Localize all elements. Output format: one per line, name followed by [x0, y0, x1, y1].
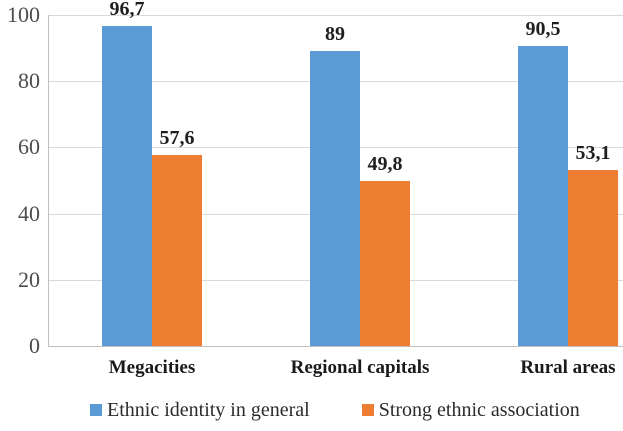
y-axis-tick-label: 40	[18, 201, 40, 226]
y-axis-tick-label: 0	[29, 333, 40, 358]
bar-value-label: 89	[325, 23, 345, 45]
gridline	[48, 15, 623, 16]
bar-strong-association	[360, 181, 410, 346]
bar-value-label: 49,8	[367, 153, 403, 175]
y-axis-tick-label: 80	[18, 68, 40, 93]
x-axis-category-label: Rural areas	[520, 357, 616, 378]
legend-item-ethnic-identity: Ethnic identity in general	[90, 398, 310, 422]
legend-swatch-icon	[90, 404, 102, 416]
x-axis-line	[48, 346, 623, 347]
y-axis-tick-label: 20	[18, 267, 40, 292]
bar-ethnic-identity	[310, 51, 360, 346]
legend-swatch-icon	[361, 404, 374, 416]
y-axis-line	[48, 15, 49, 346]
bar-strong-association	[152, 155, 202, 346]
legend-label: Strong ethnic association	[378, 399, 580, 421]
bar-value-label: 96,7	[109, 0, 145, 20]
bar-value-label: 90,5	[525, 18, 561, 40]
y-axis-tick-label: 100	[7, 2, 40, 27]
bar-strong-association	[568, 170, 618, 346]
legend-label: Ethnic identity in general	[107, 399, 310, 421]
bar-ethnic-identity	[518, 46, 568, 346]
bar-ethnic-identity	[102, 26, 152, 346]
legend-item-strong-association: Strong ethnic association	[361, 398, 580, 422]
y-axis-tick-label: 60	[18, 134, 40, 159]
x-axis-category-label: Regional capitals	[290, 357, 430, 378]
bar-value-label: 57,6	[159, 127, 195, 149]
x-axis-category-label: Megacities	[108, 357, 196, 378]
legend: Ethnic identity in general Strong ethnic …	[90, 398, 580, 422]
bar-value-label: 53,1	[575, 142, 611, 164]
